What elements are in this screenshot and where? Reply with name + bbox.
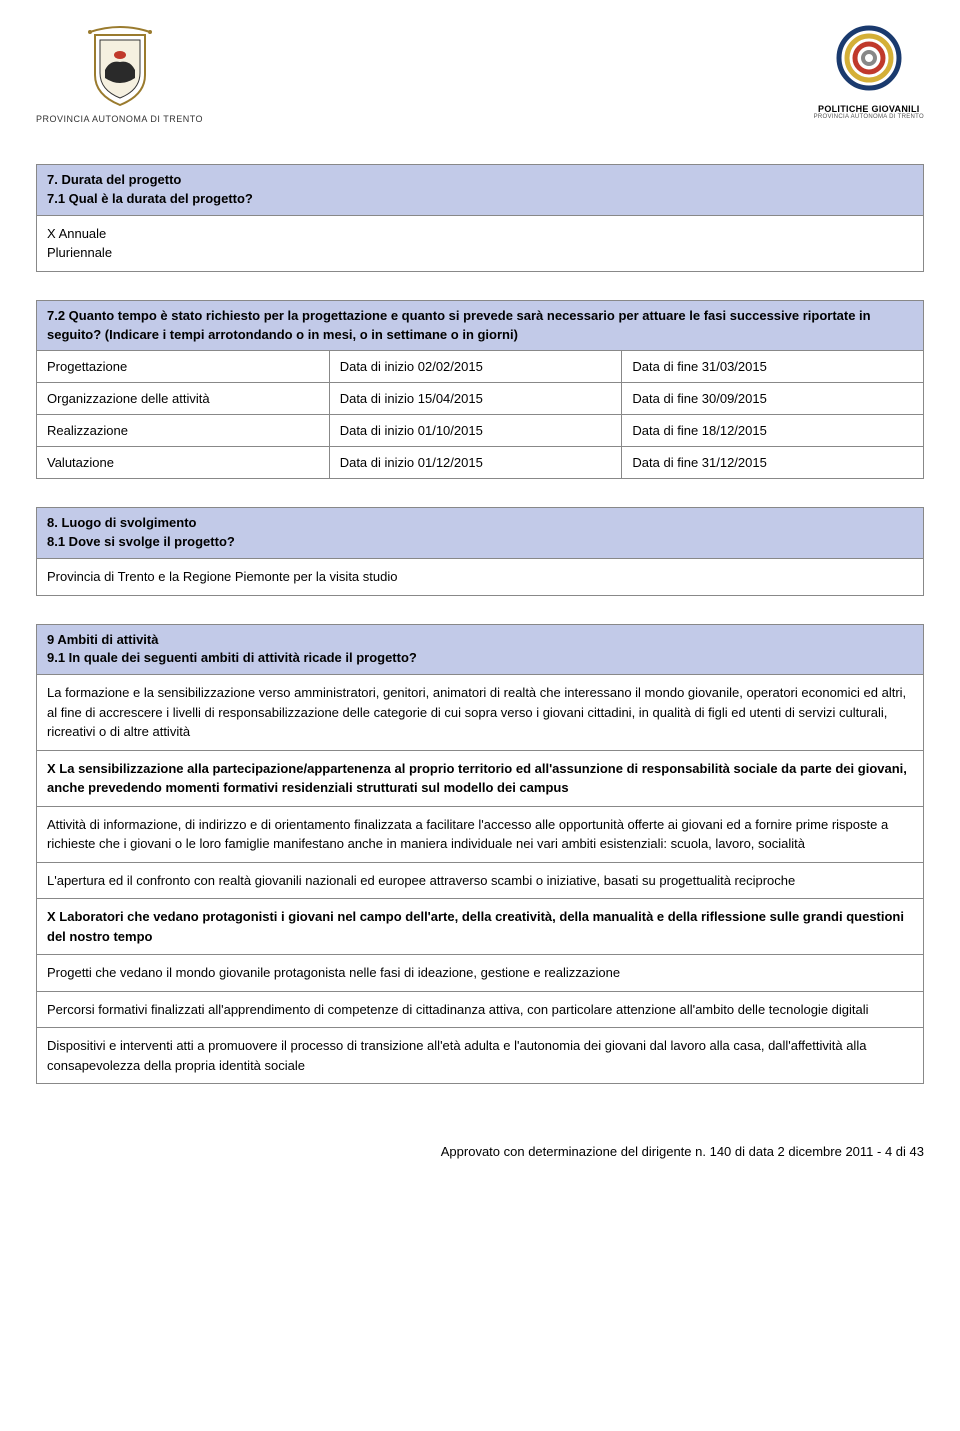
section-7-title-1: 7. Durata del progetto	[47, 171, 913, 190]
phase-label: Realizzazione	[37, 415, 330, 447]
table-row: Progettazione Data di inizio 02/02/2015 …	[37, 351, 924, 383]
logo-right-subtext: PROVINCIA AUTONOMA DI TRENTO	[814, 114, 924, 120]
section-7-durata: 7. Durata del progetto 7.1 Qual è la dur…	[36, 164, 924, 272]
option-annuale: X Annuale	[47, 224, 913, 244]
section-9-header: 9 Ambiti di attività 9.1 In quale dei se…	[36, 624, 924, 676]
date-fine: Data di fine 18/12/2015	[622, 415, 924, 447]
date-inizio: Data di inizio 02/02/2015	[329, 351, 622, 383]
section-8-header: 8. Luogo di svolgimento 8.1 Dove si svol…	[36, 507, 924, 559]
politiche-giovanili-icon	[824, 20, 914, 100]
activity-row: L'apertura ed il confronto con realtà gi…	[36, 863, 924, 900]
date-inizio: Data di inizio 01/12/2015	[329, 447, 622, 479]
phase-label: Organizzazione delle attività	[37, 383, 330, 415]
section-8-luogo: 8. Luogo di svolgimento 8.1 Dove si svol…	[36, 507, 924, 595]
dates-table: Progettazione Data di inizio 02/02/2015 …	[36, 351, 924, 479]
option-pluriennale: Pluriennale	[47, 243, 913, 263]
date-fine: Data di fine 31/03/2015	[622, 351, 924, 383]
activity-row: X Laboratori che vedano protagonisti i g…	[36, 899, 924, 955]
logo-right-text: POLITICHE GIOVANILI	[818, 104, 920, 114]
section-7-title-2: 7.1 Qual è la durata del progetto?	[47, 190, 913, 209]
section-9-ambiti: 9 Ambiti di attività 9.1 In quale dei se…	[36, 624, 924, 1085]
logo-left: PROVINCIA AUTONOMA DI TRENTO	[36, 20, 203, 124]
activity-row: X La sensibilizzazione alla partecipazio…	[36, 751, 924, 807]
section-72-tempi: 7.2 Quanto tempo è stato richiesto per l…	[36, 300, 924, 480]
section-8-title-1: 8. Luogo di svolgimento	[47, 514, 913, 533]
activity-row: Progetti che vedano il mondo giovanile p…	[36, 955, 924, 992]
logo-left-text: PROVINCIA AUTONOMA DI TRENTO	[36, 114, 203, 124]
section-72-header: 7.2 Quanto tempo è stato richiesto per l…	[36, 300, 924, 352]
page-header: PROVINCIA AUTONOMA DI TRENTO POLITICHE G…	[36, 20, 924, 124]
activity-row: Percorsi formativi finalizzati all'appre…	[36, 992, 924, 1029]
activity-row: Attività di informazione, di indirizzo e…	[36, 807, 924, 863]
date-inizio: Data di inizio 01/10/2015	[329, 415, 622, 447]
page-footer: Approvato con determinazione del dirigen…	[36, 1144, 924, 1159]
activity-row: Dispositivi e interventi atti a promuove…	[36, 1028, 924, 1084]
table-row: Valutazione Data di inizio 01/12/2015 Da…	[37, 447, 924, 479]
section-8-body: Provincia di Trento e la Regione Piemont…	[36, 559, 924, 596]
activities-list: La formazione e la sensibilizzazione ver…	[36, 675, 924, 1084]
section-7-header: 7. Durata del progetto 7.1 Qual è la dur…	[36, 164, 924, 216]
provincia-crest-icon	[80, 20, 160, 110]
section-8-title-2: 8.1 Dove si svolge il progetto?	[47, 533, 913, 552]
phase-label: Progettazione	[37, 351, 330, 383]
date-fine: Data di fine 31/12/2015	[622, 447, 924, 479]
table-row: Organizzazione delle attività Data di in…	[37, 383, 924, 415]
logo-right: POLITICHE GIOVANILI PROVINCIA AUTONOMA D…	[814, 20, 924, 120]
date-fine: Data di fine 30/09/2015	[622, 383, 924, 415]
section-9-title-2: 9.1 In quale dei seguenti ambiti di atti…	[47, 649, 913, 668]
date-inizio: Data di inizio 15/04/2015	[329, 383, 622, 415]
section-9-title-1: 9 Ambiti di attività	[47, 631, 913, 650]
table-row: Realizzazione Data di inizio 01/10/2015 …	[37, 415, 924, 447]
section-7-body: X Annuale Pluriennale	[36, 216, 924, 272]
activity-row: La formazione e la sensibilizzazione ver…	[36, 675, 924, 751]
phase-label: Valutazione	[37, 447, 330, 479]
